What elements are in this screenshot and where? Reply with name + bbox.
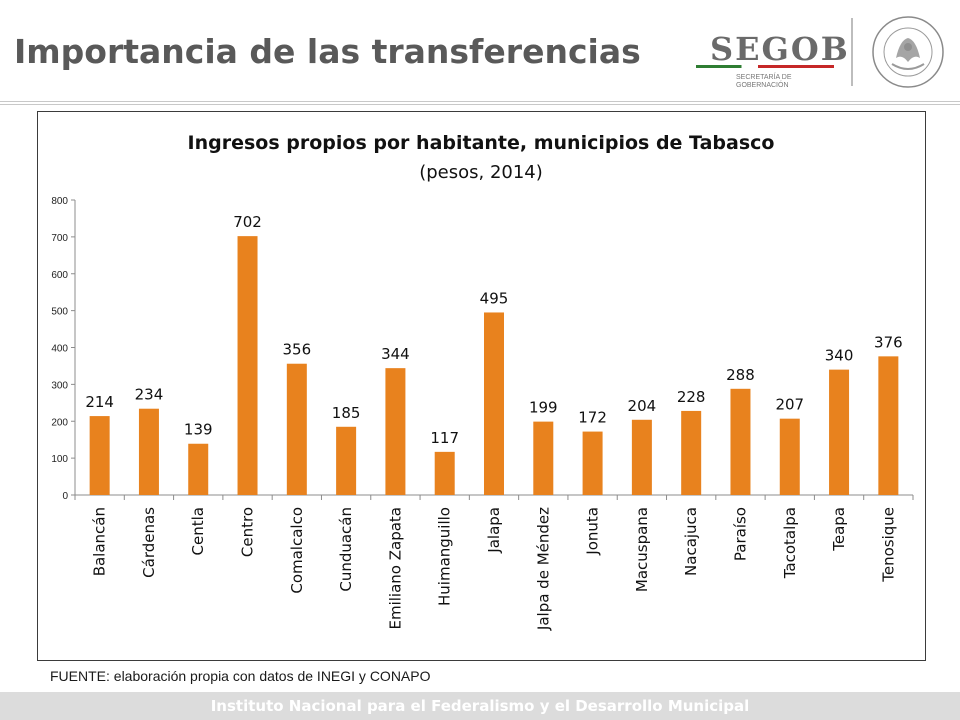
y-tick-label: 0 (62, 491, 68, 502)
data-label: 288 (726, 366, 755, 384)
bar (138, 408, 159, 495)
data-label: 185 (332, 404, 361, 422)
bar (188, 443, 209, 495)
y-tick-label: 100 (51, 454, 68, 465)
data-label: 702 (233, 213, 262, 231)
bar (829, 369, 850, 495)
bar (878, 356, 899, 495)
y-tick-label: 200 (51, 417, 68, 428)
data-label: 234 (135, 386, 164, 404)
data-label: 376 (874, 333, 903, 351)
y-tick-label: 300 (51, 380, 68, 391)
x-tick-label: Centla (189, 507, 207, 555)
header-rule (0, 101, 960, 102)
data-label: 117 (430, 429, 459, 447)
y-tick-label: 700 (51, 233, 68, 244)
bar (484, 312, 504, 495)
data-label: 172 (578, 409, 607, 427)
data-label: 214 (85, 393, 114, 411)
x-tick-label: Tacotalpa (781, 507, 799, 579)
x-tick-label: Comalcalco (288, 507, 306, 594)
slide-title: Importancia de las transferencias (14, 32, 641, 71)
data-label: 207 (775, 396, 804, 414)
x-tick-label: Cárdenas (140, 507, 158, 578)
y-tick-label: 800 (51, 196, 68, 207)
data-label: 228 (677, 388, 706, 406)
data-label: 356 (283, 341, 312, 359)
segob-logo-name: SEGOB (710, 30, 850, 68)
bar (533, 421, 554, 495)
bar (681, 410, 702, 495)
bar-chart: Ingresos propios por habitante, municipi… (51, 132, 914, 631)
bar (582, 431, 603, 495)
bar (434, 451, 455, 495)
bar (730, 388, 751, 495)
chart-title: Ingresos propios por habitante, municipi… (188, 132, 775, 154)
footer-text: Instituto Nacional para el Federalismo y… (210, 697, 750, 715)
x-tick-label: Macuspana (633, 507, 651, 592)
logo-divider (851, 18, 853, 86)
source-note: FUENTE: elaboración propia con datos de … (50, 668, 431, 684)
bar (336, 426, 357, 495)
data-label: 495 (480, 289, 509, 307)
bar (286, 363, 307, 495)
bar (631, 419, 652, 495)
header-rule (0, 104, 960, 105)
x-tick-label: Paraíso (731, 507, 749, 561)
x-tick-label: Huimanguillo (436, 507, 454, 606)
x-tick-label: Teapa (830, 507, 848, 552)
chart-frame: Ingresos propios por habitante, municipi… (37, 111, 926, 661)
x-tick-label: Balancán (91, 507, 109, 576)
national-seal-icon (872, 16, 944, 88)
data-label: 340 (825, 347, 854, 365)
x-tick-label: Nacajuca (682, 507, 700, 576)
bar (89, 416, 110, 495)
chart-subtitle: (pesos, 2014) (419, 162, 543, 183)
x-tick-label: Tenosique (879, 507, 897, 583)
bar (779, 418, 800, 495)
y-tick-label: 600 (51, 270, 68, 281)
y-tick-label: 500 (51, 307, 68, 318)
x-tick-label: Jalpa de Méndez (534, 507, 552, 631)
x-tick-label: Emiliano Zapata (386, 507, 404, 630)
data-label: 199 (529, 399, 558, 417)
data-label: 204 (628, 397, 657, 415)
footer-bar: Instituto Nacional para el Federalismo y… (0, 692, 960, 720)
segob-logo-subtitle: SECRETARÍA DE GOBERNACIÓN (736, 74, 792, 89)
data-label: 344 (381, 345, 410, 363)
segob-logo-stripe (696, 65, 834, 68)
y-tick-label: 400 (51, 344, 68, 355)
x-tick-label: Cunduacán (337, 507, 355, 592)
x-tick-label: Centro (239, 507, 257, 557)
bar (385, 368, 406, 495)
x-tick-label: Jalapa (485, 507, 503, 554)
segob-logo: SEGOB SECRETARÍA DE GOBERNACIÓN (696, 24, 848, 94)
x-tick-label: Jonuta (584, 507, 602, 556)
data-label: 139 (184, 421, 213, 439)
bar (237, 236, 258, 495)
